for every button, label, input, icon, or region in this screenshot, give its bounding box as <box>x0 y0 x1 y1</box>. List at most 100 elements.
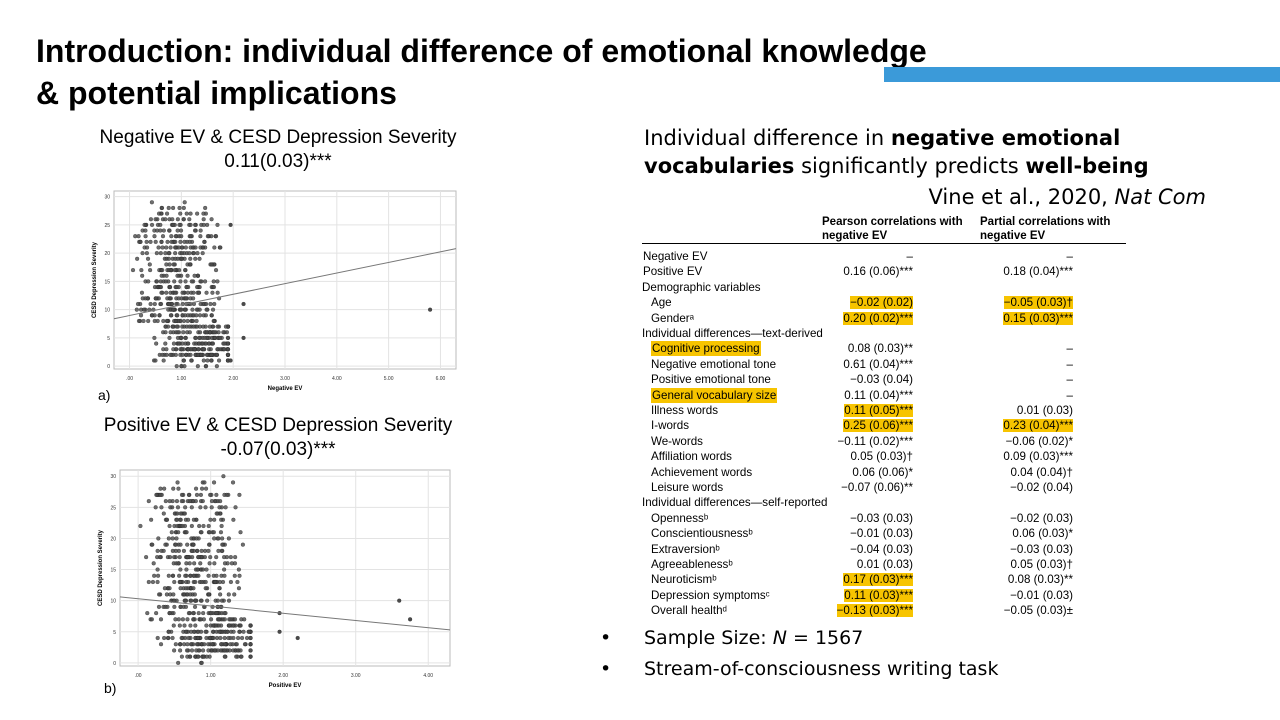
data-point <box>179 234 184 239</box>
data-point <box>145 245 150 250</box>
data-point <box>175 517 180 522</box>
data-point <box>154 611 159 616</box>
plot-b-panel-label: b) <box>104 680 117 696</box>
data-point <box>145 611 150 616</box>
data-point <box>171 592 176 597</box>
data-point <box>155 635 160 641</box>
plot-a-caption: Negative EV & CESD Depression Severity 0… <box>40 126 516 174</box>
row-label: Negative emotional tone <box>651 357 777 371</box>
data-point <box>197 523 202 529</box>
data-point <box>208 517 213 522</box>
section-label: Demographic variables <box>642 280 761 294</box>
data-point <box>172 555 177 560</box>
data-point <box>183 245 188 250</box>
data-point <box>174 364 179 369</box>
data-point <box>186 492 191 497</box>
data-point <box>225 629 230 634</box>
bullet-text-post: = 1567 <box>786 627 864 649</box>
data-point <box>226 635 231 641</box>
data-point <box>206 523 211 529</box>
data-point <box>232 573 237 578</box>
data-point <box>153 239 158 244</box>
data-point <box>175 313 180 318</box>
data-point <box>204 567 209 572</box>
data-point <box>222 561 228 566</box>
data-point <box>240 542 245 547</box>
partial-cell: −0.05 (0.03)± <box>980 603 1073 618</box>
data-point <box>203 205 208 211</box>
x-tick-label: .00 <box>126 376 133 382</box>
right-heading: Individual difference in negative emotio… <box>644 124 1149 180</box>
data-point <box>164 245 169 250</box>
data-point <box>161 318 166 324</box>
data-point <box>225 352 231 357</box>
table-row: Agreeablenessᵇ 0.01 (0.03) 0.05 (0.03)† <box>642 557 1126 572</box>
data-point <box>244 635 250 641</box>
data-point <box>194 318 199 324</box>
data-point <box>215 279 220 284</box>
data-point <box>232 592 237 597</box>
data-point <box>195 211 200 216</box>
row-label: Positive EV <box>643 265 703 279</box>
data-point <box>155 318 160 324</box>
data-point <box>204 654 209 659</box>
data-point <box>189 279 194 284</box>
data-point <box>152 573 157 578</box>
data-point <box>207 561 212 566</box>
partial-value: −0.02 (0.04) <box>1010 481 1073 494</box>
data-point <box>185 330 190 335</box>
data-point <box>138 313 144 318</box>
data-point <box>182 623 187 628</box>
data-point <box>248 654 253 659</box>
data-point <box>144 251 149 256</box>
data-point <box>191 296 196 301</box>
pearson-cell: −0.03 (0.03) <box>820 511 913 526</box>
row-label: Overall healthᵈ <box>651 604 727 618</box>
row-label: Illness words <box>651 404 719 417</box>
data-point <box>176 617 181 622</box>
data-point <box>203 486 209 491</box>
data-point <box>185 648 190 653</box>
data-point <box>154 492 159 497</box>
data-point <box>146 279 151 284</box>
partial-value: 0.15 (0.03)*** <box>1003 311 1073 325</box>
data-point <box>198 228 203 233</box>
partial-cell: −0.05 (0.03)† <box>980 295 1073 310</box>
table-section-header: Demographic variables <box>642 280 1126 295</box>
x-axis-label: Positive EV <box>269 683 302 689</box>
data-point <box>163 330 168 335</box>
heading-text-pre: Individual difference in <box>644 126 891 150</box>
col2-header-line1: Partial correlations with <box>980 216 1111 228</box>
pearson-cell: 0.11 (0.05)*** <box>820 403 913 418</box>
data-point <box>222 648 227 653</box>
data-point <box>156 573 161 578</box>
data-point <box>172 648 177 653</box>
data-point <box>188 642 194 647</box>
data-point <box>180 617 185 622</box>
plot-frame <box>119 469 451 667</box>
data-point <box>206 548 211 553</box>
data-point <box>238 530 243 535</box>
partial-value: 0.01 (0.03) <box>1016 404 1073 417</box>
data-point <box>159 205 165 211</box>
data-point <box>195 635 200 641</box>
pearson-value: −0.02 (0.02) <box>850 296 913 310</box>
data-point <box>165 211 170 216</box>
data-point <box>167 611 172 616</box>
data-point <box>204 352 210 357</box>
data-point <box>164 352 169 357</box>
pearson-value: −0.03 (0.03) <box>850 511 913 525</box>
row-label: Affiliation words <box>651 450 732 464</box>
heading-text-mid: significantly predicts <box>794 154 1026 178</box>
data-point <box>217 586 222 591</box>
data-point <box>199 530 204 535</box>
partial-value: 0.05 (0.03)† <box>1010 558 1073 571</box>
data-point <box>218 530 224 535</box>
section-label: Individual differences—text-derived <box>642 327 823 340</box>
data-point <box>170 573 176 578</box>
table-row: Depression symptomsᶜ 0.11 (0.03)*** −0.01 … <box>642 588 1126 603</box>
pearson-value: −0.11 (0.02)*** <box>837 434 913 448</box>
data-point <box>203 313 208 318</box>
data-point <box>248 642 253 647</box>
data-point <box>177 555 182 560</box>
